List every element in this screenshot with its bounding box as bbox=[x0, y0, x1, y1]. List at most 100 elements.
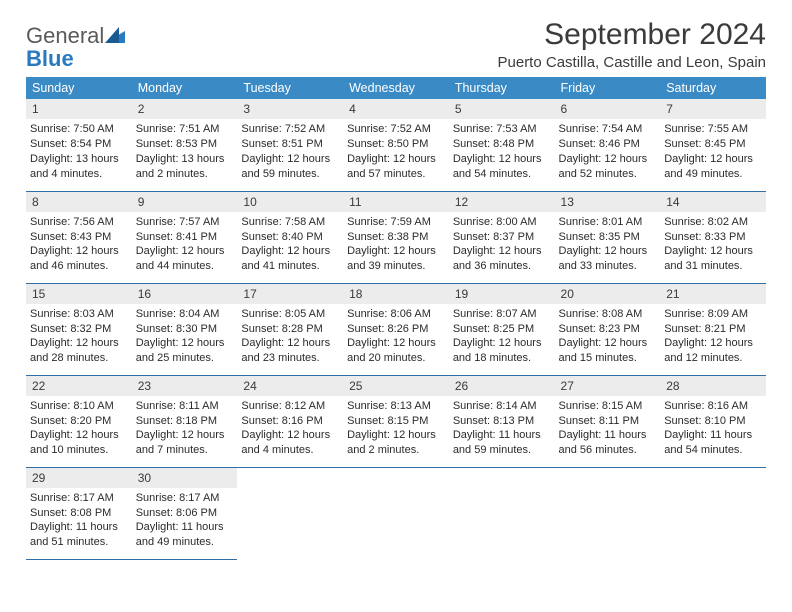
sunset-text: Sunset: 8:43 PM bbox=[30, 230, 128, 245]
sunrise-text: Sunrise: 8:08 AM bbox=[559, 307, 657, 322]
daylight-text: Daylight: 12 hours bbox=[136, 244, 234, 259]
calendar-day-cell bbox=[555, 467, 661, 559]
calendar-day-cell: 7Sunrise: 7:55 AMSunset: 8:45 PMDaylight… bbox=[660, 99, 766, 191]
daylight-text: Daylight: 12 hours bbox=[30, 336, 128, 351]
daylight-text: and 56 minutes. bbox=[559, 443, 657, 458]
sunset-text: Sunset: 8:08 PM bbox=[30, 506, 128, 521]
daylight-text: Daylight: 12 hours bbox=[453, 152, 551, 167]
sunset-text: Sunset: 8:20 PM bbox=[30, 414, 128, 429]
day-number: 30 bbox=[132, 468, 238, 488]
calendar-day-cell bbox=[660, 467, 766, 559]
daylight-text: Daylight: 11 hours bbox=[664, 428, 762, 443]
daylight-text: and 44 minutes. bbox=[136, 259, 234, 274]
sunset-text: Sunset: 8:45 PM bbox=[664, 137, 762, 152]
daylight-text: Daylight: 12 hours bbox=[136, 428, 234, 443]
daylight-text: Daylight: 12 hours bbox=[664, 336, 762, 351]
calendar-day-cell: 24Sunrise: 8:12 AMSunset: 8:16 PMDayligh… bbox=[237, 375, 343, 467]
daylight-text: Daylight: 12 hours bbox=[347, 336, 445, 351]
day-number: 15 bbox=[26, 284, 132, 304]
day-number: 9 bbox=[132, 192, 238, 212]
sunset-text: Sunset: 8:33 PM bbox=[664, 230, 762, 245]
calendar-day-cell: 18Sunrise: 8:06 AMSunset: 8:26 PMDayligh… bbox=[343, 283, 449, 375]
sunrise-text: Sunrise: 8:04 AM bbox=[136, 307, 234, 322]
calendar-day-cell bbox=[449, 467, 555, 559]
sunset-text: Sunset: 8:11 PM bbox=[559, 414, 657, 429]
daylight-text: Daylight: 12 hours bbox=[347, 152, 445, 167]
sunset-text: Sunset: 8:16 PM bbox=[241, 414, 339, 429]
weekday-header: Sunday bbox=[26, 77, 132, 99]
daylight-text: Daylight: 12 hours bbox=[30, 428, 128, 443]
calendar-day-cell: 26Sunrise: 8:14 AMSunset: 8:13 PMDayligh… bbox=[449, 375, 555, 467]
weekday-header-row: SundayMondayTuesdayWednesdayThursdayFrid… bbox=[26, 77, 766, 99]
sunset-text: Sunset: 8:06 PM bbox=[136, 506, 234, 521]
day-number: 5 bbox=[449, 99, 555, 119]
daylight-text: Daylight: 12 hours bbox=[664, 152, 762, 167]
sunset-text: Sunset: 8:23 PM bbox=[559, 322, 657, 337]
sunset-text: Sunset: 8:41 PM bbox=[136, 230, 234, 245]
daylight-text: and 20 minutes. bbox=[347, 351, 445, 366]
brand-text: General Blue bbox=[26, 24, 125, 70]
daylight-text: and 33 minutes. bbox=[559, 259, 657, 274]
sunset-text: Sunset: 8:51 PM bbox=[241, 137, 339, 152]
calendar-week-row: 22Sunrise: 8:10 AMSunset: 8:20 PMDayligh… bbox=[26, 375, 766, 467]
day-number: 27 bbox=[555, 376, 661, 396]
calendar-day-cell: 19Sunrise: 8:07 AMSunset: 8:25 PMDayligh… bbox=[449, 283, 555, 375]
calendar-day-cell: 6Sunrise: 7:54 AMSunset: 8:46 PMDaylight… bbox=[555, 99, 661, 191]
weekday-header: Friday bbox=[555, 77, 661, 99]
day-number: 3 bbox=[237, 99, 343, 119]
sunrise-text: Sunrise: 7:54 AM bbox=[559, 122, 657, 137]
weekday-header: Wednesday bbox=[343, 77, 449, 99]
day-number: 11 bbox=[343, 192, 449, 212]
day-number: 24 bbox=[237, 376, 343, 396]
daylight-text: Daylight: 12 hours bbox=[136, 336, 234, 351]
sunrise-text: Sunrise: 8:00 AM bbox=[453, 215, 551, 230]
day-number: 13 bbox=[555, 192, 661, 212]
day-number: 10 bbox=[237, 192, 343, 212]
day-number: 20 bbox=[555, 284, 661, 304]
calendar-week-row: 8 Sunrise: 7:56 AMSunset: 8:43 PM Daylight… bbox=[26, 191, 766, 283]
daylight-text: Daylight: 12 hours bbox=[559, 152, 657, 167]
calendar-body: 1Sunrise: 7:50 AMSunset: 8:54 PMDaylight… bbox=[26, 99, 766, 559]
daylight-text: Daylight: 12 hours bbox=[241, 336, 339, 351]
daylight-text: and 54 minutes. bbox=[453, 167, 551, 182]
sunset-text: Sunset: 8:53 PM bbox=[136, 137, 234, 152]
sunset-text: Sunset: 8:10 PM bbox=[664, 414, 762, 429]
calendar-day-cell: 1Sunrise: 7:50 AMSunset: 8:54 PMDaylight… bbox=[26, 99, 132, 191]
sunrise-text: Sunrise: 8:15 AM bbox=[559, 399, 657, 414]
calendar-day-cell: 17Sunrise: 8:05 AMSunset: 8:28 PMDayligh… bbox=[237, 283, 343, 375]
day-number: 12 bbox=[449, 192, 555, 212]
sunrise-text: Sunrise: 7:56 AM bbox=[30, 215, 128, 230]
daylight-text: and 23 minutes. bbox=[241, 351, 339, 366]
sunset-text: Sunset: 8:50 PM bbox=[347, 137, 445, 152]
calendar-day-cell: 13Sunrise: 8:01 AMSunset: 8:35 PMDayligh… bbox=[555, 191, 661, 283]
day-number: 2 bbox=[132, 99, 238, 119]
weekday-header: Saturday bbox=[660, 77, 766, 99]
daylight-text: Daylight: 13 hours bbox=[136, 152, 234, 167]
sunrise-text: Sunrise: 8:07 AM bbox=[453, 307, 551, 322]
daylight-text: and 49 minutes. bbox=[136, 535, 234, 550]
day-number: 8 bbox=[26, 192, 132, 212]
calendar-day-cell: 4Sunrise: 7:52 AMSunset: 8:50 PMDaylight… bbox=[343, 99, 449, 191]
daylight-text: Daylight: 11 hours bbox=[559, 428, 657, 443]
sunset-text: Sunset: 8:13 PM bbox=[453, 414, 551, 429]
sunset-text: Sunset: 8:25 PM bbox=[453, 322, 551, 337]
month-title: September 2024 bbox=[498, 18, 767, 52]
daylight-text: and 59 minutes. bbox=[453, 443, 551, 458]
calendar-day-cell: 28Sunrise: 8:16 AMSunset: 8:10 PMDayligh… bbox=[660, 375, 766, 467]
weekday-header: Monday bbox=[132, 77, 238, 99]
sunset-text: Sunset: 8:30 PM bbox=[136, 322, 234, 337]
daylight-text: and 10 minutes. bbox=[30, 443, 128, 458]
daylight-text: and 28 minutes. bbox=[30, 351, 128, 366]
brand-part1: General bbox=[26, 23, 104, 48]
day-number: 22 bbox=[26, 376, 132, 396]
daylight-text: Daylight: 11 hours bbox=[30, 520, 128, 535]
daylight-text: Daylight: 12 hours bbox=[559, 336, 657, 351]
sunset-text: Sunset: 8:26 PM bbox=[347, 322, 445, 337]
sunrise-text: Sunrise: 8:16 AM bbox=[664, 399, 762, 414]
sunset-text: Sunset: 8:15 PM bbox=[347, 414, 445, 429]
calendar-day-cell bbox=[237, 467, 343, 559]
daylight-text: and 2 minutes. bbox=[347, 443, 445, 458]
calendar-day-cell: 21Sunrise: 8:09 AMSunset: 8:21 PMDayligh… bbox=[660, 283, 766, 375]
sunrise-text: Sunrise: 8:09 AM bbox=[664, 307, 762, 322]
calendar-week-row: 29Sunrise: 8:17 AMSunset: 8:08 PMDayligh… bbox=[26, 467, 766, 559]
